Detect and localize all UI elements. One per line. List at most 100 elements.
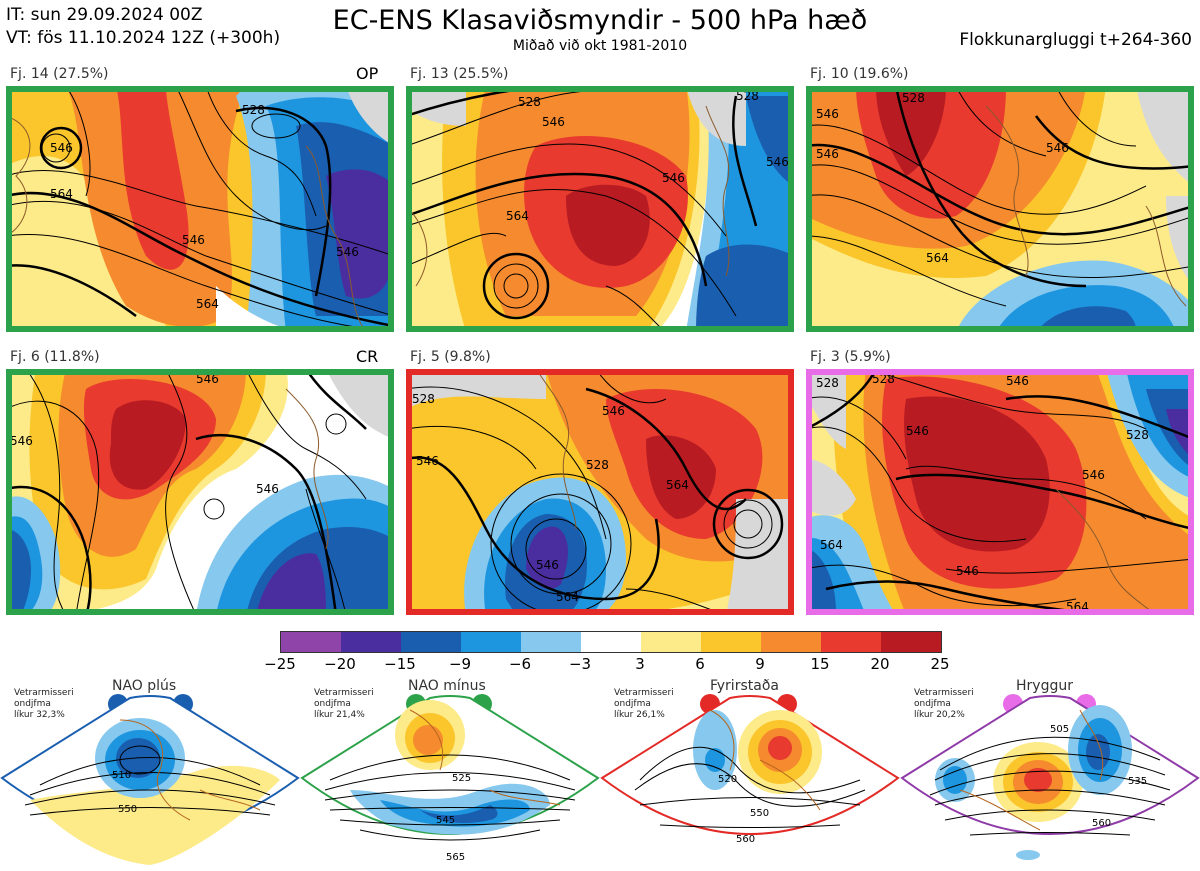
contour-label: 528	[736, 89, 759, 103]
contour-label: 564	[556, 590, 579, 604]
colorbar-tick: 9	[755, 655, 765, 673]
colorbar-swatch	[401, 632, 461, 652]
info-line: Vetrarmisseri	[14, 688, 74, 698]
colorbar-tick: −15	[384, 655, 416, 673]
contour-label: 564	[506, 209, 529, 223]
init-time: IT: sun 29.09.2024 00Z	[6, 5, 203, 25]
contour-label: 546	[10, 434, 33, 448]
info-line: ondjfma	[614, 699, 651, 709]
contour-label: 546	[766, 155, 789, 169]
regime-ridge: Hryggur Vetrarmisseri ondjfma líkur 20,2…	[900, 678, 1200, 870]
contour-label: 564	[1066, 600, 1089, 614]
panel-tag-op: OP	[356, 64, 379, 83]
panel-label-4: Fj. 6 (11.8%)	[10, 349, 100, 365]
colorbar-tick: 25	[930, 655, 950, 673]
colorbar-tick: 3	[635, 655, 645, 673]
regime-label: 510	[112, 770, 131, 781]
colorbar-tick: 6	[695, 655, 705, 673]
cluster-map-3: 546 528 546 546 564	[806, 86, 1194, 332]
contour-label: 546	[336, 245, 359, 259]
contour-label: 546	[662, 171, 685, 185]
regime-label: 550	[118, 804, 137, 815]
cluster-map-6: 528 546 528 546 528 546 564 546 564	[806, 369, 1194, 615]
colorbar-swatch	[761, 632, 821, 652]
panel-label-3: Fj. 10 (19.6%)	[810, 66, 909, 82]
panel-label-6: Fj. 3 (5.9%)	[810, 349, 891, 365]
contour-label: 546	[602, 404, 625, 418]
regime-map: 510 550	[0, 695, 300, 865]
contour-label: 546	[1046, 141, 1069, 155]
contour-label: 564	[926, 251, 949, 265]
regime-name: NAO mínus	[408, 678, 486, 694]
colorbar-swatch	[641, 632, 701, 652]
panel-label-2: Fj. 13 (25.5%)	[410, 66, 509, 82]
regime-nao-minus: NAO mínus Vetrarmisseri ondjfma líkur 21…	[300, 678, 600, 870]
contour-label: 546	[256, 482, 279, 496]
regime-name: Fyrirstaða	[710, 678, 779, 694]
cluster-map-5: 528 546 528 546 564 546 564	[406, 369, 794, 615]
contour-label: 546	[1006, 374, 1029, 388]
contour-label: 528	[518, 95, 541, 109]
colorbar-swatch	[461, 632, 521, 652]
regime-label: 550	[750, 808, 769, 819]
colorbar-swatch	[701, 632, 761, 652]
panel-label-1: Fj. 14 (27.5%)	[10, 66, 109, 82]
panel-tag-cr: CR	[356, 347, 379, 366]
colorbar-swatch	[821, 632, 881, 652]
colorbar-tick: −20	[324, 655, 356, 673]
colorbar-tick: −3	[568, 655, 592, 673]
contour-label: 528	[816, 376, 839, 390]
regime-label: 520	[718, 774, 737, 785]
contour-label: 528	[586, 458, 609, 472]
regime-label: 560	[1092, 818, 1111, 829]
colorbar-swatch	[341, 632, 401, 652]
contour-label: 546	[542, 115, 565, 129]
contour-label: 528	[412, 392, 435, 406]
contour-label: 546	[816, 147, 839, 161]
colorbar-tick: 20	[870, 655, 890, 673]
header-info: IT: sun 29.09.2024 00Z VT: fös 11.10.202…	[6, 4, 280, 50]
info-line: líkur 26,1%	[614, 710, 665, 720]
colorbar-tick: −6	[508, 655, 532, 673]
contour-label: 546	[182, 233, 205, 247]
regime-label: 545	[436, 815, 455, 826]
regime-info: Vetrarmisseri ondjfma líkur 20,2%	[914, 688, 974, 721]
page-subtitle: Miðað við okt 1981-2010	[512, 38, 688, 54]
regime-info: Vetrarmisseri ondjfma líkur 21,4%	[314, 688, 374, 721]
regime-nao-plus: NAO plús Vetrarmisseri ondjfma líkur 32,…	[0, 678, 300, 870]
info-line: Vetrarmisseri	[614, 688, 674, 698]
info-line: ondjfma	[914, 699, 951, 709]
cluster-map-2: 528 546 564 546 528 546	[406, 86, 794, 332]
info-line: ondjfma	[14, 699, 51, 709]
cluster-map-1: 546 528 564 546 546 564	[6, 86, 394, 332]
regime-info: Vetrarmisseri ondjfma líkur 32,3%	[14, 688, 74, 721]
contour-label: 564	[50, 187, 73, 201]
info-line: Vetrarmisseri	[314, 688, 374, 698]
regime-info: Vetrarmisseri ondjfma líkur 26,1%	[614, 688, 674, 721]
contour-label: 546	[416, 454, 439, 468]
contour-label: 528	[902, 91, 925, 105]
contour-label: 546	[196, 372, 219, 386]
contour-label: 546	[1082, 468, 1105, 482]
regime-blocking: Fyrirstaða Vetrarmisseri ondjfma líkur 2…	[600, 678, 900, 870]
colorbar-ticks: −25 −20 −15 −9 −6 −3 3 6 9 15 20 25	[0, 655, 1200, 675]
regime-name: NAO plús	[112, 678, 177, 694]
colorbar-tick: −9	[448, 655, 472, 673]
colorbar	[280, 631, 942, 653]
page-title: EC-ENS Klasaviðsmyndir - 500 hPa hæð	[332, 5, 868, 36]
contour-label: 546	[50, 141, 73, 155]
colorbar-swatch	[521, 632, 581, 652]
colorbar-swatch	[281, 632, 341, 652]
colorbar-swatch	[881, 632, 941, 652]
contour-label: 546	[906, 424, 929, 438]
info-line: Vetrarmisseri	[914, 688, 974, 698]
contour-label: 564	[196, 297, 219, 311]
contour-label: 564	[820, 538, 843, 552]
contour-label: 564	[666, 478, 689, 492]
colorbar-tick: −25	[264, 655, 296, 673]
regime-label: 565	[446, 852, 465, 863]
regime-map: 520 550 560	[600, 695, 900, 845]
contour-label: 528	[1126, 428, 1149, 442]
contour-label: 546	[816, 107, 839, 121]
regime-map: 525 545 565	[300, 695, 600, 863]
